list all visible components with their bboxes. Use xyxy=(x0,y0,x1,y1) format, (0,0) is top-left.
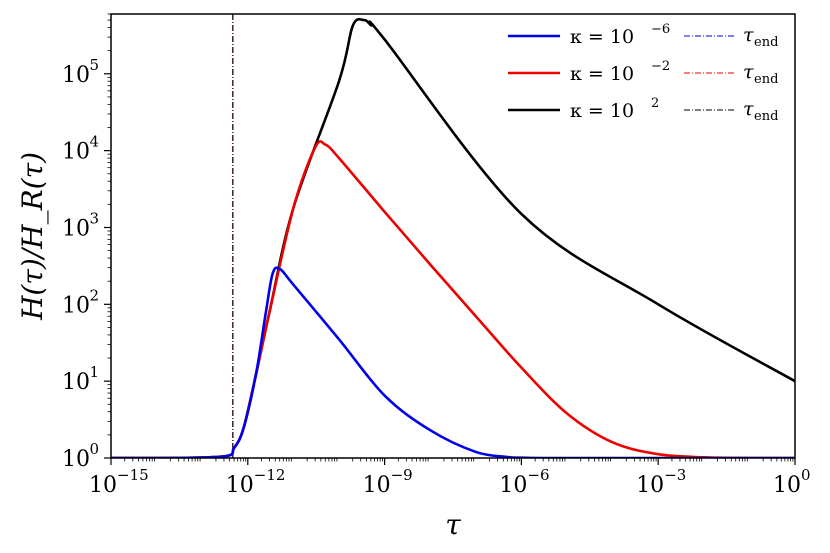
legend-entry: τ xyxy=(743,98,754,120)
y-axis-label: H(τ)/H_R(τ) xyxy=(16,152,49,321)
legend-entry: τ xyxy=(743,24,754,46)
y-tick-label: 10 xyxy=(62,293,90,318)
legend-entry: τ xyxy=(743,61,754,83)
y-tick-label: 10 xyxy=(62,447,90,472)
x-tick-label: 10 xyxy=(226,473,254,498)
x-tick-exponent: 0 xyxy=(801,466,811,484)
x-tick-label: 10 xyxy=(773,473,801,498)
plot-frame xyxy=(110,13,796,459)
x-tick-exponent: −9 xyxy=(391,466,413,484)
legend-entry: κ = 10 xyxy=(570,63,634,85)
series-line xyxy=(111,266,795,458)
y-tick-label: 10 xyxy=(62,216,90,241)
series-lines xyxy=(111,17,795,458)
legend-entry-exponent: 2 xyxy=(651,96,659,111)
y-tick-exponent: 1 xyxy=(89,363,99,381)
legend-entry-subscript: end xyxy=(754,109,778,124)
y-tick-exponent: 0 xyxy=(89,440,99,458)
legend-entry: κ = 10 xyxy=(570,26,634,48)
y-tick-label: 10 xyxy=(62,63,90,88)
x-tick-label: 10 xyxy=(636,473,664,498)
x-tick-exponent: −15 xyxy=(117,466,149,484)
x-tick-exponent: −3 xyxy=(664,466,686,484)
y-tick-exponent: 2 xyxy=(89,286,99,304)
series-line xyxy=(111,140,795,458)
legend-entry-exponent: −2 xyxy=(651,59,670,74)
svg-text:H(τ)/H_R(τ): H(τ)/H_R(τ) xyxy=(16,152,49,321)
series-line xyxy=(111,17,795,458)
x-tick-label: 10 xyxy=(499,473,527,498)
legend-entry-subscript: end xyxy=(754,72,778,87)
x-axis-ticks: 10 −15 10 −12 10 −9 10 −6 10 −3 10 0 xyxy=(89,458,811,498)
legend-entry-subscript: end xyxy=(754,35,778,50)
x-axis-label: τ xyxy=(445,508,461,541)
y-tick-exponent: 5 xyxy=(89,56,99,74)
x-tick-exponent: −6 xyxy=(527,466,549,484)
x-tick-exponent: −12 xyxy=(254,466,286,484)
legend-entry-exponent: −6 xyxy=(651,22,670,37)
legend-entry: κ = 10 xyxy=(570,100,634,122)
x-tick-label: 10 xyxy=(89,473,117,498)
y-tick-label: 10 xyxy=(62,370,90,395)
y-tick-exponent: 4 xyxy=(89,133,99,151)
y-tick-label: 10 xyxy=(62,140,90,165)
x-tick-label: 10 xyxy=(363,473,391,498)
y-tick-exponent: 3 xyxy=(89,209,99,227)
